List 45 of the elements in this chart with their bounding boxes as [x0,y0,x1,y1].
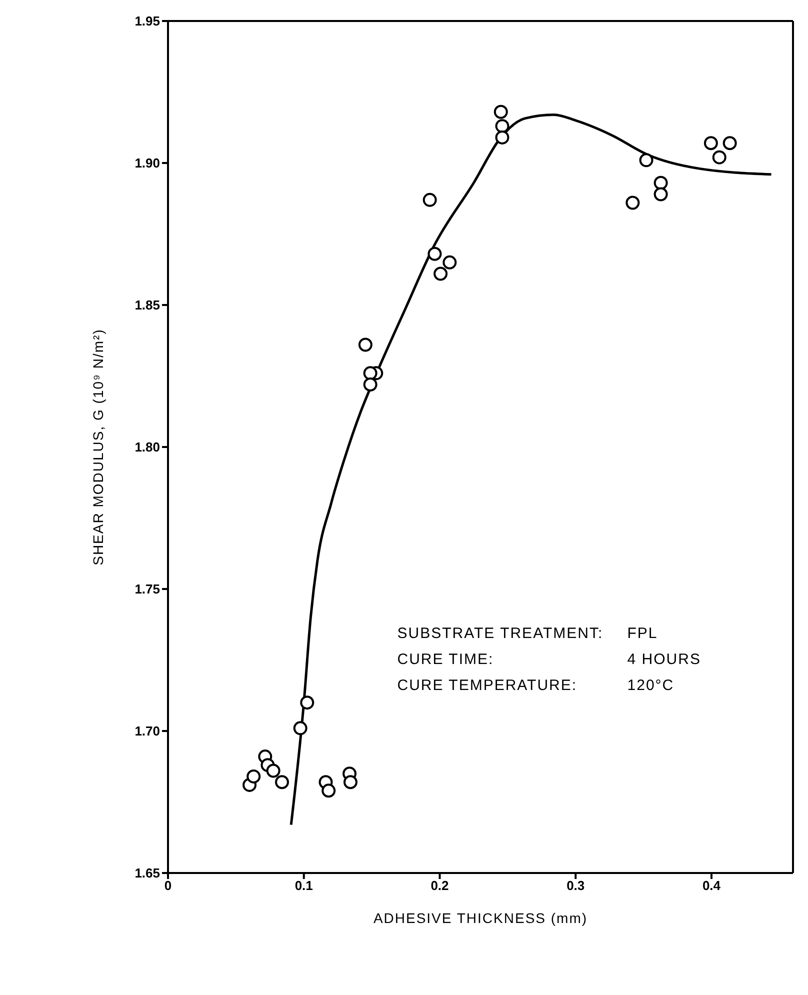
point [626,196,640,210]
y-tick-label: 1.75 [134,582,160,597]
point [322,784,336,798]
point [494,104,508,119]
line-series [290,113,773,826]
point [442,255,457,270]
point [274,775,289,790]
point [654,187,668,202]
y-tick-label: 1.70 [134,724,160,739]
point [495,119,510,134]
y-tick-label: 1.95 [134,14,160,29]
point [358,338,372,352]
point [654,176,668,190]
point [293,721,308,736]
y-tick-label: 1.80 [134,440,160,455]
point [722,136,737,150]
point [434,266,448,281]
y-axis-title: SHEAR MODULUS, G (10⁹ N/m²) [90,328,106,566]
x-tick-label: 0.1 [294,878,313,894]
x-axis-title: ADHESIVE THICKNESS (mm) [373,910,588,926]
y-tick-label: 1.85 [134,298,160,313]
point [363,366,378,380]
y-tick-label: 1.90 [134,156,160,171]
point [300,696,314,710]
point [266,764,280,778]
point [428,246,442,261]
annotation: CURE TIME: [397,651,495,668]
annotation: FPL [627,625,658,642]
point [363,378,378,392]
point [495,130,510,144]
point [704,136,718,150]
point [343,775,358,790]
annotation: SUBSTRATE TREATMENT: [397,625,604,642]
x-tick-label: 0.4 [702,878,722,894]
x-tick-label: 0.3 [566,878,585,894]
y-tick-label: 1.65 [134,866,160,881]
x-tick-label: 0.2 [430,878,449,894]
point [639,153,654,168]
annotation: 120°C [627,677,674,694]
point [712,150,726,164]
point [246,769,261,784]
annotation: CURE TEMPERATURE: [397,677,578,694]
point [422,192,437,207]
annotation: 4 HOURS [627,651,701,668]
x-tick-label: 0 [164,878,172,894]
